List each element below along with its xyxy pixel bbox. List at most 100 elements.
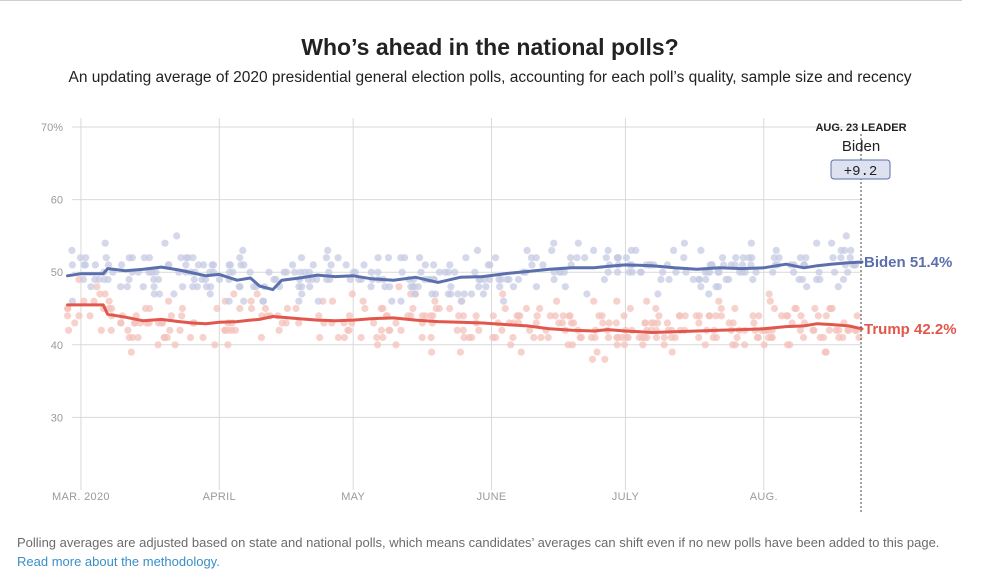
trump-poll-dot — [570, 319, 578, 327]
trump-poll-dot — [178, 304, 186, 313]
trump-poll-dot — [663, 319, 672, 327]
trump-poll-dot — [340, 333, 348, 342]
biden-poll-dot — [82, 254, 90, 262]
biden-poll-dot — [295, 297, 303, 305]
trump-end-label: Trump 42.2% — [864, 321, 957, 338]
biden-poll-dot — [613, 254, 621, 262]
biden-poll-dot — [182, 254, 190, 262]
methodology-link[interactable]: Read more about the methodology. — [17, 554, 220, 569]
biden-poll-dot — [738, 261, 747, 269]
trump-poll-dot — [766, 297, 774, 305]
trump-poll-dot — [456, 348, 464, 356]
biden-poll-dot — [194, 261, 203, 269]
biden-poll-dot — [567, 254, 575, 262]
trump-poll-dot — [731, 341, 739, 349]
polling-chart: 30 40 50 60 70% MAR. 2020 APRIL MAY JUNE JULY AUG.… — [41, 118, 957, 512]
trump-poll-dot — [65, 326, 73, 334]
biden-poll-dot — [139, 283, 147, 291]
biden-poll-dot — [475, 283, 483, 291]
trump-poll-dot — [765, 290, 773, 298]
biden-poll-dot — [657, 275, 665, 284]
trump-poll-dot — [472, 312, 480, 320]
trump-poll-dot — [770, 304, 779, 313]
trump-poll-dot — [107, 326, 115, 334]
trump-poll-dot — [715, 297, 723, 305]
trump-poll-dot — [418, 312, 426, 320]
biden-poll-dot — [839, 275, 848, 284]
trump-poll-dot — [668, 348, 676, 356]
trump-poll-dot — [652, 304, 660, 313]
end-labels-layer: Biden 51.4% Trump 42.2% — [864, 254, 957, 338]
trump-poll-dot — [532, 319, 540, 327]
biden-poll-dot — [298, 290, 306, 298]
trump-poll-dot — [86, 312, 94, 320]
biden-poll-dot — [417, 268, 425, 276]
trump-poll-dot — [753, 333, 762, 342]
leader-box-name: Biden — [842, 138, 880, 155]
biden-poll-dot — [206, 290, 214, 298]
biden-poll-dot — [837, 254, 845, 262]
biden-poll-dot — [182, 261, 190, 269]
biden-poll-dot — [155, 290, 164, 298]
biden-poll-dot — [81, 261, 89, 269]
biden-poll-dot — [816, 275, 824, 284]
trump-poll-dot — [553, 297, 561, 305]
biden-poll-dot — [190, 275, 198, 284]
trump-poll-dot — [533, 312, 541, 320]
biden-poll-dot — [790, 268, 798, 276]
biden-poll-dot — [637, 268, 645, 276]
biden-poll-dot — [739, 254, 747, 262]
biden-poll-dot — [496, 283, 504, 291]
trump-poll-dot — [397, 326, 405, 334]
trump-poll-dot — [792, 304, 800, 313]
trump-poll-dot — [717, 304, 725, 313]
trump-poll-dot — [826, 304, 834, 313]
biden-poll-dot — [837, 246, 845, 254]
trump-poll-dot — [176, 326, 184, 334]
biden-poll-dot — [479, 290, 487, 298]
biden-poll-dot — [802, 254, 810, 262]
biden-poll-dot — [528, 261, 536, 269]
biden-poll-dot — [289, 261, 297, 269]
biden-poll-dot — [297, 254, 306, 262]
trump-poll-dot — [507, 341, 515, 349]
trump-poll-dot — [377, 326, 385, 334]
trump-poll-dot — [620, 341, 629, 349]
trump-poll-dot — [709, 333, 717, 342]
biden-poll-dot — [803, 283, 811, 291]
trump-poll-dot — [64, 304, 72, 313]
trump-poll-dot — [705, 312, 714, 320]
biden-poll-dot — [179, 283, 187, 291]
trump-poll-dot — [211, 341, 219, 349]
trump-poll-dot — [695, 312, 704, 320]
trump-poll-dot — [593, 348, 601, 356]
biden-poll-dot — [460, 290, 468, 298]
biden-poll-dot — [381, 283, 389, 291]
trump-poll-dot — [459, 312, 467, 320]
trump-poll-dot — [96, 290, 104, 298]
trump-poll-dot — [667, 333, 675, 342]
trump-poll-dot — [695, 319, 703, 327]
biden-poll-dot — [741, 268, 749, 276]
biden-poll-dot — [523, 246, 531, 254]
trump-poll-dot — [379, 333, 387, 342]
trump-poll-dot — [509, 333, 517, 342]
trump-poll-dot — [199, 333, 207, 342]
biden-poll-dot — [325, 268, 333, 276]
biden-poll-dot — [451, 268, 459, 276]
trump-poll-dot — [588, 355, 597, 363]
biden-poll-dot — [846, 254, 854, 262]
biden-poll-dot — [397, 297, 405, 305]
biden-poll-dot — [416, 254, 424, 262]
trump-poll-dot — [166, 326, 174, 334]
trump-poll-dot — [681, 312, 689, 320]
biden-poll-dot — [150, 283, 158, 291]
trump-average-line — [66, 303, 864, 334]
biden-poll-dot — [532, 283, 541, 291]
trump-poll-dot — [90, 297, 98, 305]
month-label: AUG. — [750, 491, 778, 503]
trump-poll-dot — [655, 312, 663, 320]
trump-poll-dot — [253, 290, 261, 298]
trump-poll-dot — [429, 312, 437, 320]
biden-poll-dot — [462, 254, 470, 262]
